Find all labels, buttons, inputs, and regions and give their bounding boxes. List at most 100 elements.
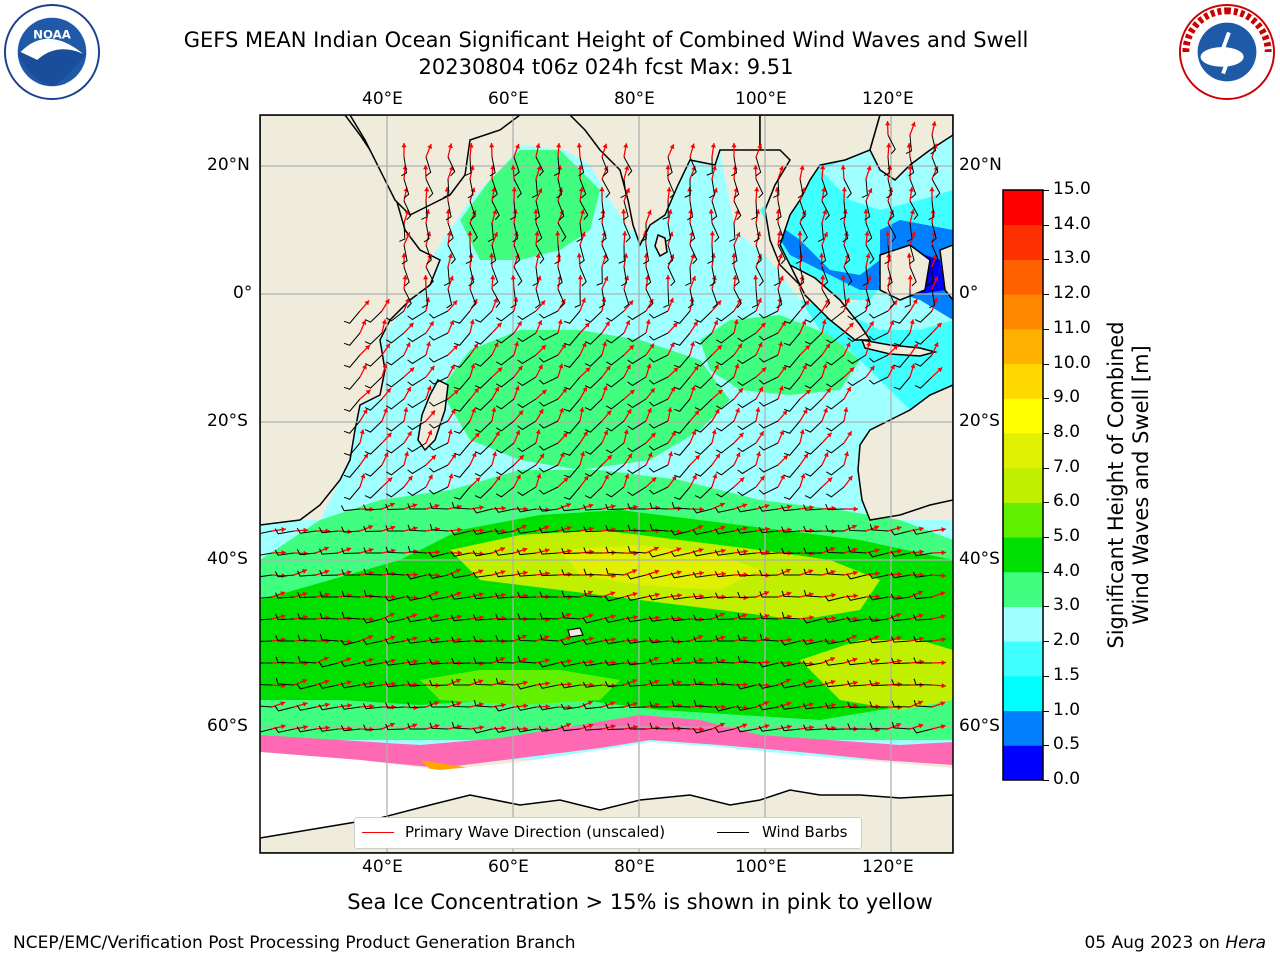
sri-lanka [654, 233, 668, 258]
wave-direction-arrowhead [665, 275, 671, 280]
wind-barb [715, 420, 735, 432]
wind-barb [667, 244, 674, 265]
wind-barb [758, 661, 779, 668]
wind-barb [648, 486, 669, 495]
wind-barb [517, 486, 537, 497]
wave-direction-arrowhead [809, 528, 814, 534]
wave-direction-arrowhead [346, 657, 352, 663]
colorbar-title: Significant Height of Combined Wind Wave… [1104, 275, 1154, 695]
wave-direction-arrowhead [760, 322, 766, 328]
wave-direction-arrowhead [622, 231, 628, 236]
wave-direction-arrowhead [559, 452, 565, 458]
wave-direction-arrowhead [567, 594, 572, 600]
wind-barb [319, 634, 339, 642]
wind-barb [407, 464, 427, 475]
wind-barb [694, 420, 713, 433]
wave-direction-arrowhead [391, 594, 396, 600]
wave-direction-arrowhead [494, 386, 499, 392]
wind-barb [804, 442, 823, 455]
lon-label-top: 100°E [735, 89, 787, 109]
wind-barb [584, 354, 603, 367]
wind-barb [563, 442, 581, 456]
wind-barb [517, 310, 537, 321]
wind-barb [362, 617, 383, 624]
wave-direction-arrowhead [912, 298, 918, 304]
wind-barb [893, 376, 911, 390]
wind-barb [556, 178, 563, 199]
wind-barb [662, 200, 669, 220]
wave-direction-arrowhead [577, 165, 583, 170]
wind-barb [645, 266, 652, 287]
wave-direction-arrowhead [800, 187, 806, 193]
wave-direction-arrowhead [556, 143, 562, 148]
wind-barb [429, 502, 449, 510]
wind-barb [385, 568, 405, 576]
colorbar-segment [1003, 537, 1043, 573]
wind-barb [489, 156, 496, 177]
wind-barb [891, 679, 910, 686]
wind-barb [605, 546, 625, 554]
wind-barb [384, 659, 405, 666]
wave-direction-arrowhead [783, 455, 788, 460]
wind-barb [904, 288, 911, 308]
wind-barb [340, 682, 361, 689]
wave-direction-arrowhead [893, 345, 898, 350]
wave-direction-arrowhead [603, 276, 609, 282]
wind-barb [554, 244, 561, 265]
wind-barb [803, 547, 822, 554]
wave-direction-arrowhead [886, 253, 892, 258]
wave-direction-arrowhead [852, 570, 858, 576]
wave-direction-arrowhead [632, 701, 638, 707]
wave-direction-arrowhead [302, 678, 307, 684]
wind-barb [755, 244, 762, 265]
wave-direction-arrowhead [588, 723, 594, 729]
wind-barb [670, 529, 691, 536]
wave-direction-arrowhead [910, 231, 916, 237]
wind-barb [429, 524, 449, 532]
wind-barb [385, 310, 405, 322]
wind-barb [453, 354, 471, 368]
wind-barb [428, 332, 449, 341]
wave-direction-arrowhead [708, 209, 714, 214]
wave-direction-arrowhead [588, 636, 594, 642]
footer-credit: NCEP/EMC/Verification Post Processing Pr… [13, 933, 576, 953]
colorbar-tick [1043, 606, 1049, 608]
wave-direction-arrowhead [533, 209, 539, 214]
wave-direction-arrowhead [673, 367, 679, 373]
wind-barb [640, 222, 647, 242]
wave-direction-arrowhead [654, 702, 660, 708]
wind-barb [689, 156, 697, 177]
wave-direction-arrowhead [523, 703, 528, 709]
wind-barb [868, 332, 889, 341]
wind-barb [758, 332, 779, 341]
wind-barb [865, 244, 875, 264]
wave-direction-arrowhead [427, 144, 433, 149]
wave-direction-arrowhead [412, 723, 418, 729]
wind-barb [825, 525, 844, 532]
wave-direction-arrowhead [677, 593, 682, 599]
wind-barb [825, 568, 845, 576]
chart-subtitle: 20230804 t06z 024h fcst Max: 9.51 [418, 55, 794, 79]
wind-barb [364, 376, 383, 389]
footer-host: Hera [1225, 933, 1266, 953]
wave-direction-arrowhead [496, 322, 502, 328]
wind-barb [605, 723, 625, 731]
wind-barb [318, 527, 339, 534]
wave-direction-arrowhead [324, 679, 330, 685]
wind-barb [318, 683, 339, 689]
wind-barb [403, 178, 410, 199]
wind-barb [385, 354, 405, 366]
wind-barb [758, 354, 779, 363]
wind-barb [804, 354, 823, 367]
ocean-south-yellow-green-east [800, 640, 953, 710]
wind-barb [363, 547, 382, 554]
colorbar-tick-label: 5.0 [1053, 526, 1081, 547]
indian-subcontinent [568, 115, 761, 247]
colorbar-segment [1003, 467, 1043, 503]
wind-barb [623, 288, 630, 309]
wind-barb [406, 659, 427, 666]
wave-direction-arrowhead [668, 451, 674, 457]
wave-direction-arrowhead [492, 451, 498, 457]
wave-direction-arrowhead [731, 253, 737, 258]
wave-direction-arrowhead [515, 430, 521, 436]
